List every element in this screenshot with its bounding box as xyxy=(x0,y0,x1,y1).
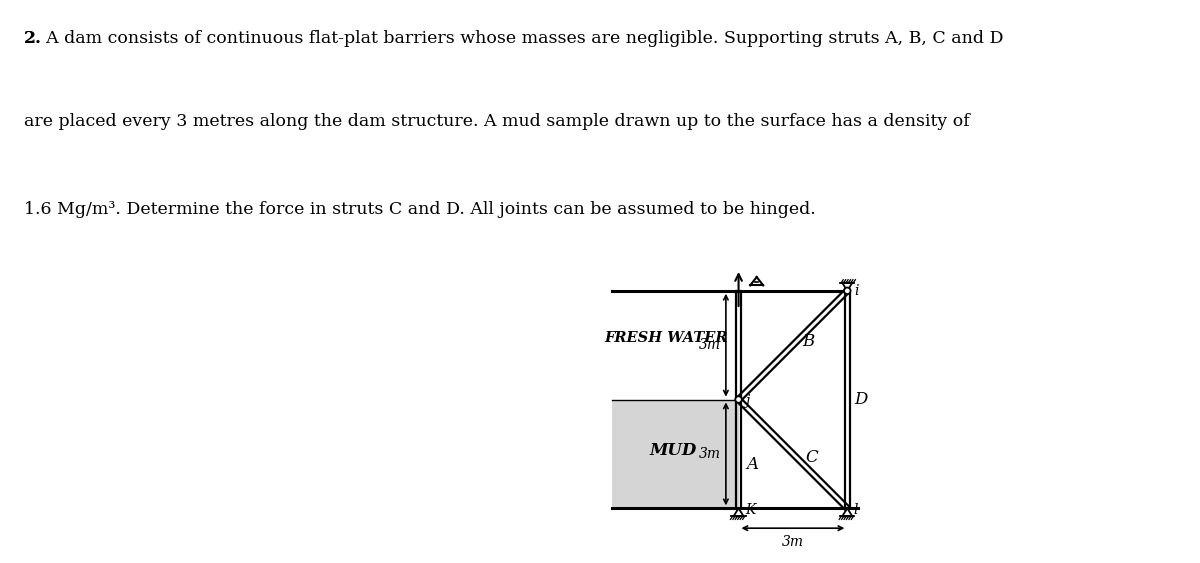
Text: 3m: 3m xyxy=(698,338,720,352)
Text: 2. A dam consists of continuous flat-plat barriers whose masses are negligible. : 2. A dam consists of continuous flat-pla… xyxy=(24,30,1003,47)
Text: j: j xyxy=(745,394,749,408)
Text: l: l xyxy=(854,503,858,517)
Text: A: A xyxy=(746,456,758,473)
Circle shape xyxy=(736,396,742,403)
Text: 3m: 3m xyxy=(782,535,804,549)
Polygon shape xyxy=(733,508,744,516)
Text: 3m: 3m xyxy=(698,447,720,461)
Text: i: i xyxy=(854,284,858,298)
Text: C: C xyxy=(805,449,818,466)
Polygon shape xyxy=(842,283,852,291)
Text: 1.6 Mg/m³. Determine the force in struts C and D. All joints can be assumed to b: 1.6 Mg/m³. Determine the force in struts… xyxy=(24,200,816,217)
Polygon shape xyxy=(612,400,738,508)
Text: B: B xyxy=(802,333,815,350)
Text: are placed every 3 metres along the dam structure. A mud sample drawn up to the : are placed every 3 metres along the dam … xyxy=(24,113,970,130)
Text: MUD: MUD xyxy=(649,442,697,459)
Polygon shape xyxy=(842,508,852,516)
Text: K: K xyxy=(745,503,756,517)
Text: 2.: 2. xyxy=(24,30,42,47)
Text: FRESH WATER: FRESH WATER xyxy=(605,331,728,345)
Text: D: D xyxy=(854,391,868,408)
Circle shape xyxy=(844,288,851,294)
